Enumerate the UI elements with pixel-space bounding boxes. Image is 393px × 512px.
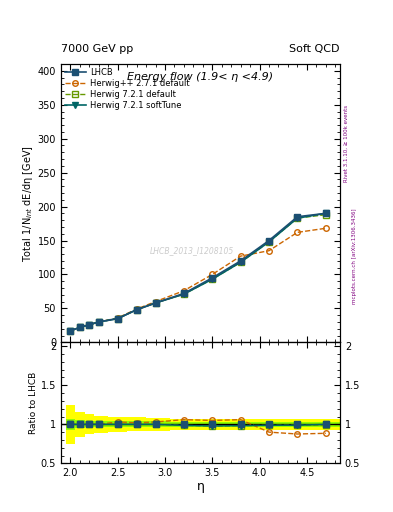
LHCB xyxy=(182,290,186,296)
Herwig++ 2.7.1 default xyxy=(295,229,300,236)
Herwig 7.2.1 softTune xyxy=(323,210,328,217)
LHCB xyxy=(87,322,92,328)
Herwig 7.2.1 softTune xyxy=(153,300,158,306)
LHCB xyxy=(96,319,101,325)
LHCB xyxy=(68,328,73,334)
Herwig++ 2.7.1 default xyxy=(96,319,101,325)
Herwig 7.2.1 softTune xyxy=(115,315,120,322)
Herwig++ 2.7.1 default xyxy=(266,248,271,254)
Line: LHCB: LHCB xyxy=(67,210,329,334)
Herwig 7.2.1 default xyxy=(115,315,120,322)
Herwig 7.2.1 default xyxy=(134,307,139,313)
Text: 7000 GeV pp: 7000 GeV pp xyxy=(61,44,133,54)
Text: Soft QCD: Soft QCD xyxy=(290,44,340,54)
Herwig++ 2.7.1 default xyxy=(238,253,243,259)
LHCB xyxy=(134,307,139,313)
X-axis label: η: η xyxy=(196,480,204,493)
Herwig++ 2.7.1 default xyxy=(323,225,328,231)
LHCB xyxy=(323,210,328,217)
Herwig 7.2.1 softTune xyxy=(210,276,215,282)
Herwig 7.2.1 softTune xyxy=(96,319,101,325)
Herwig 7.2.1 softTune xyxy=(182,291,186,297)
Line: Herwig 7.2.1 default: Herwig 7.2.1 default xyxy=(68,212,329,334)
Text: mcplots.cern.ch [arXiv:1306.3436]: mcplots.cern.ch [arXiv:1306.3436] xyxy=(352,208,357,304)
Herwig++ 2.7.1 default xyxy=(115,315,120,321)
Text: Energy flow (1.9< η <4.9): Energy flow (1.9< η <4.9) xyxy=(127,72,274,82)
Line: Herwig++ 2.7.1 default: Herwig++ 2.7.1 default xyxy=(68,225,329,334)
Line: Herwig 7.2.1 softTune: Herwig 7.2.1 softTune xyxy=(67,210,329,334)
Legend: LHCB, Herwig++ 2.7.1 default, Herwig 7.2.1 default, Herwig 7.2.1 softTune: LHCB, Herwig++ 2.7.1 default, Herwig 7.2… xyxy=(63,67,191,112)
Herwig 7.2.1 default xyxy=(210,276,215,282)
Herwig 7.2.1 default xyxy=(96,319,101,325)
Herwig++ 2.7.1 default xyxy=(153,298,158,305)
LHCB xyxy=(238,258,243,264)
Y-axis label: Ratio to LHCB: Ratio to LHCB xyxy=(29,372,38,434)
Herwig 7.2.1 softTune xyxy=(238,259,243,265)
Text: LHCB_2013_I1208105: LHCB_2013_I1208105 xyxy=(150,246,234,255)
Herwig 7.2.1 softTune xyxy=(295,215,300,221)
LHCB xyxy=(295,214,300,220)
Herwig 7.2.1 default xyxy=(323,211,328,218)
Herwig 7.2.1 default xyxy=(153,300,158,306)
Herwig 7.2.1 softTune xyxy=(87,322,92,328)
Herwig++ 2.7.1 default xyxy=(77,324,82,330)
Herwig 7.2.1 default xyxy=(87,322,92,328)
Herwig 7.2.1 softTune xyxy=(134,307,139,313)
Herwig 7.2.1 default xyxy=(238,259,243,265)
Herwig 7.2.1 softTune xyxy=(266,239,271,245)
Herwig 7.2.1 softTune xyxy=(68,328,73,334)
LHCB xyxy=(115,315,120,322)
LHCB xyxy=(77,324,82,330)
Herwig 7.2.1 default xyxy=(68,328,73,334)
Herwig++ 2.7.1 default xyxy=(68,328,73,334)
Herwig 7.2.1 default xyxy=(182,291,186,297)
LHCB xyxy=(153,300,158,306)
Herwig 7.2.1 softTune xyxy=(77,324,82,330)
Herwig 7.2.1 default xyxy=(295,215,300,221)
Herwig++ 2.7.1 default xyxy=(210,271,215,278)
LHCB xyxy=(266,238,271,244)
Herwig 7.2.1 default xyxy=(77,324,82,330)
Y-axis label: Total 1/N$_{int}$ dE/dη [GeV]: Total 1/N$_{int}$ dE/dη [GeV] xyxy=(21,145,35,262)
Herwig 7.2.1 default xyxy=(266,239,271,245)
Herwig++ 2.7.1 default xyxy=(87,322,92,328)
Herwig++ 2.7.1 default xyxy=(182,288,186,294)
Text: Rivet 3.1.10, ≥ 100k events: Rivet 3.1.10, ≥ 100k events xyxy=(344,105,349,182)
Herwig++ 2.7.1 default xyxy=(134,306,139,312)
LHCB xyxy=(210,275,215,281)
